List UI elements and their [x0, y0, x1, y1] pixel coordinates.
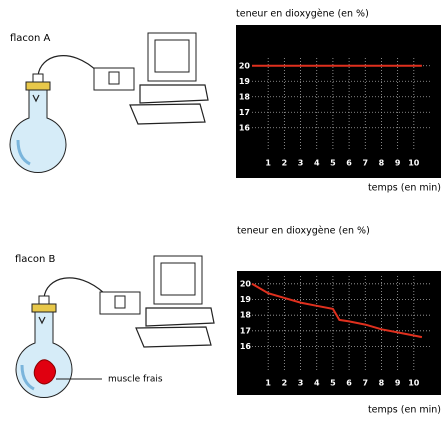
chart: teneur en dioxygène (en %) temps (en min)…: [236, 9, 441, 194]
charts: teneur en dioxygène (en %) temps (en min)…: [236, 9, 441, 416]
x-tick-label: 8: [379, 379, 385, 388]
chart-title: teneur en dioxygène (en %): [236, 9, 369, 20]
x-tick-label: 2: [282, 159, 288, 168]
y-tick-label: 18: [239, 92, 251, 101]
plot-background: [236, 25, 441, 178]
y-tick-label: 17: [239, 108, 250, 117]
chart: teneur en dioxygène (en %) temps (en min)…: [237, 226, 441, 416]
chart-title: teneur en dioxygène (en %): [237, 226, 370, 237]
y-tick-label: 19: [240, 295, 252, 304]
x-tick-label: 6: [346, 379, 352, 388]
x-tick-label: 10: [408, 159, 420, 168]
y-tick-label: 18: [240, 311, 252, 320]
x-tick-label: 9: [395, 159, 401, 168]
x-tick-label: 4: [314, 159, 320, 168]
x-tick-label: 4: [314, 379, 320, 388]
x-tick-label: 1: [265, 379, 271, 388]
x-tick-label: 6: [346, 159, 352, 168]
flask-label: flacon A: [10, 33, 51, 44]
flask-b-illustration: flacon B muscle frais: [15, 254, 214, 398]
x-tick-label: 5: [330, 379, 336, 388]
x-tick-label: 3: [298, 159, 304, 168]
flask-label: flacon B: [15, 254, 56, 265]
x-tick-label: 7: [362, 379, 368, 388]
x-axis-label: temps (en min): [368, 183, 441, 194]
y-tick-label: 20: [239, 61, 251, 70]
x-tick-label: 8: [379, 159, 385, 168]
x-tick-label: 3: [298, 379, 304, 388]
plot-background: [237, 271, 441, 395]
y-tick-label: 17: [240, 326, 251, 335]
x-tick-label: 9: [395, 379, 401, 388]
x-tick-label: 10: [408, 379, 420, 388]
y-tick-label: 19: [239, 77, 251, 86]
x-tick-label: 7: [362, 159, 368, 168]
x-tick-label: 1: [265, 159, 271, 168]
screen: flacon A flacon B muscle frais teneur en…: [0, 0, 444, 421]
flask-a-illustration: flacon A: [10, 33, 208, 173]
y-tick-label: 20: [240, 279, 252, 288]
x-tick-label: 5: [330, 159, 336, 168]
x-axis-label: temps (en min): [368, 405, 441, 416]
y-tick-label: 16: [240, 342, 252, 351]
y-tick-label: 16: [239, 123, 251, 132]
x-tick-label: 2: [282, 379, 288, 388]
annotation: muscle frais: [108, 375, 163, 385]
